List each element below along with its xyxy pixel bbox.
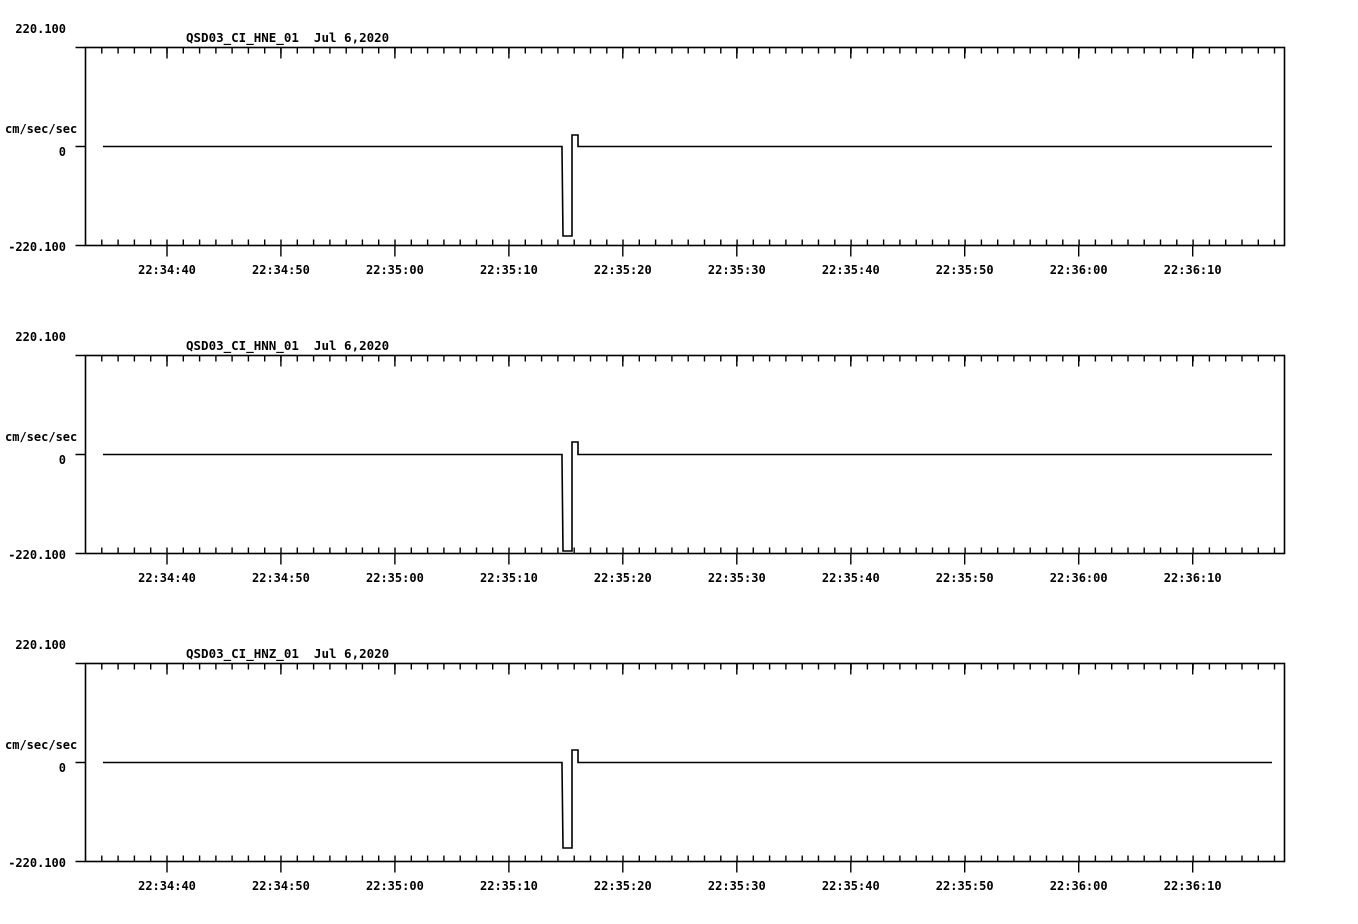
svg-text:22:34:50: 22:34:50 bbox=[252, 879, 310, 893]
plot-area-hnn[interactable]: QSD03_CI_HNN_01 Jul 6,2020 cm/sec/sec 22… bbox=[0, 308, 1358, 616]
svg-text:22:35:20: 22:35:20 bbox=[594, 571, 652, 585]
y-tick-label-min-hnn: -220.100 bbox=[8, 548, 66, 562]
svg-text:22:35:30: 22:35:30 bbox=[708, 571, 766, 585]
x-tick-labels-hnz: 22:34:40 22:34:50 22:35:00 22:35:10 22:3… bbox=[138, 879, 1221, 893]
svg-text:22:35:10: 22:35:10 bbox=[480, 263, 538, 277]
y-tick-label-max-hne: 220.100 bbox=[15, 22, 66, 36]
seismogram-panel-hnn: QSD03_CI_HNN_01 Jul 6,2020 cm/sec/sec 22… bbox=[0, 308, 1358, 616]
y-tick-label-min-hne: -220.100 bbox=[8, 240, 66, 254]
y-tick-label-zero-hnz: 0 bbox=[59, 761, 66, 775]
axis-ticks-hnn bbox=[75, 354, 1276, 565]
waveform-trace-hnn bbox=[103, 441, 1272, 552]
svg-text:22:35:10: 22:35:10 bbox=[480, 879, 538, 893]
svg-text:22:36:00: 22:36:00 bbox=[1050, 879, 1108, 893]
svg-text:22:36:00: 22:36:00 bbox=[1050, 571, 1108, 585]
svg-text:22:36:10: 22:36:10 bbox=[1164, 879, 1222, 893]
panel-title-hne: QSD03_CI_HNE_01 Jul 6,2020 bbox=[186, 30, 389, 46]
y-axis-unit-label-hnz: cm/sec/sec bbox=[5, 738, 77, 752]
x-tick-labels-hne: 22:34:40 22:34:50 22:35:00 22:35:10 22:3… bbox=[138, 263, 1221, 277]
svg-text:22:34:40: 22:34:40 bbox=[138, 879, 196, 893]
svg-text:22:36:10: 22:36:10 bbox=[1164, 571, 1222, 585]
svg-text:22:35:50: 22:35:50 bbox=[936, 571, 994, 585]
waveform-trace-hnz bbox=[103, 749, 1272, 849]
svg-text:22:35:00: 22:35:00 bbox=[366, 263, 424, 277]
panel-title-hnz: QSD03_CI_HNZ_01 Jul 6,2020 bbox=[186, 646, 389, 662]
y-tick-label-max-hnz: 220.100 bbox=[15, 638, 66, 652]
svg-text:22:34:40: 22:34:40 bbox=[138, 571, 196, 585]
svg-text:22:35:20: 22:35:20 bbox=[594, 263, 652, 277]
plot-area-hnz[interactable]: QSD03_CI_HNZ_01 Jul 6,2020 cm/sec/sec 22… bbox=[0, 616, 1358, 924]
y-axis-unit-label-hne: cm/sec/sec bbox=[5, 122, 77, 136]
svg-text:22:35:30: 22:35:30 bbox=[708, 263, 766, 277]
svg-text:22:36:10: 22:36:10 bbox=[1164, 263, 1222, 277]
svg-text:22:35:00: 22:35:00 bbox=[366, 571, 424, 585]
svg-text:22:35:40: 22:35:40 bbox=[822, 263, 880, 277]
axis-ticks-hne bbox=[75, 46, 1276, 257]
seismogram-panel-hne: QSD03_CI_HNE_01 Jul 6,2020 cm/sec/sec 22… bbox=[0, 0, 1358, 308]
svg-text:22:35:40: 22:35:40 bbox=[822, 571, 880, 585]
svg-text:22:36:00: 22:36:00 bbox=[1050, 263, 1108, 277]
svg-text:22:35:50: 22:35:50 bbox=[936, 879, 994, 893]
y-tick-label-max-hnn: 220.100 bbox=[15, 330, 66, 344]
waveform-trace-hne bbox=[103, 134, 1272, 237]
svg-text:22:35:20: 22:35:20 bbox=[594, 879, 652, 893]
svg-text:22:35:30: 22:35:30 bbox=[708, 879, 766, 893]
svg-text:22:35:10: 22:35:10 bbox=[480, 571, 538, 585]
y-axis-unit-label-hnn: cm/sec/sec bbox=[5, 430, 77, 444]
svg-text:22:34:50: 22:34:50 bbox=[252, 263, 310, 277]
svg-text:22:35:40: 22:35:40 bbox=[822, 879, 880, 893]
svg-text:22:34:40: 22:34:40 bbox=[138, 263, 196, 277]
panel-title-hnn: QSD03_CI_HNN_01 Jul 6,2020 bbox=[186, 338, 389, 354]
y-tick-label-min-hnz: -220.100 bbox=[8, 856, 66, 870]
svg-text:22:34:50: 22:34:50 bbox=[252, 571, 310, 585]
svg-text:22:35:00: 22:35:00 bbox=[366, 879, 424, 893]
y-tick-label-zero-hne: 0 bbox=[59, 145, 66, 159]
svg-text:22:35:50: 22:35:50 bbox=[936, 263, 994, 277]
y-tick-label-zero-hnn: 0 bbox=[59, 453, 66, 467]
plot-area-hne[interactable]: QSD03_CI_HNE_01 Jul 6,2020 cm/sec/sec 22… bbox=[0, 0, 1358, 308]
x-tick-labels-hnn: 22:34:40 22:34:50 22:35:00 22:35:10 22:3… bbox=[138, 571, 1221, 585]
axis-ticks-hnz bbox=[75, 662, 1276, 873]
seismogram-panel-hnz: QSD03_CI_HNZ_01 Jul 6,2020 cm/sec/sec 22… bbox=[0, 616, 1358, 924]
